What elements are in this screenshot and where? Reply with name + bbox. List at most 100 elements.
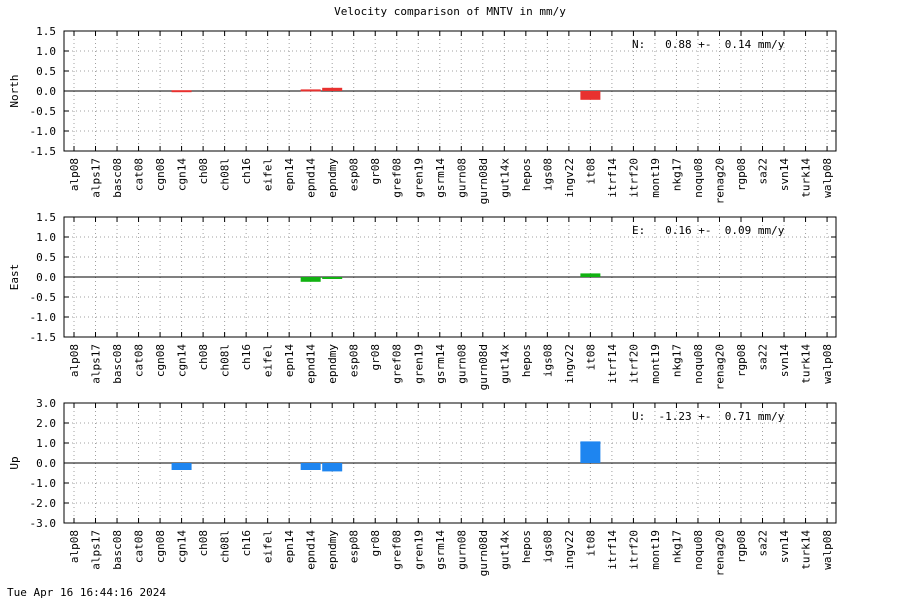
stats-annotation: U: -1.23 +- 0.71 mm/y xyxy=(632,410,785,423)
x-tick-label: ch08l xyxy=(219,344,232,377)
y-axis-label: Up xyxy=(8,456,21,469)
x-tick-label: gut14x xyxy=(498,530,511,570)
chart-title: Velocity comparison of MNTV in mm/y xyxy=(334,5,566,18)
bar-cgn14 xyxy=(171,90,192,93)
x-tick-label: gr08 xyxy=(369,530,382,557)
x-tick-label: eifel xyxy=(262,158,275,191)
plot-frame xyxy=(63,216,837,338)
x-tick-label: svn14 xyxy=(778,530,791,563)
plot-frame xyxy=(63,30,837,152)
panel-up: 3.0 2.0 1.0 0.0 -1.0 -2.0 -3.0 alp08 alps17 basc0… xyxy=(8,397,837,576)
y-tick-label: 0.5 xyxy=(36,65,56,78)
x-tick-label: epndmy xyxy=(326,530,339,570)
x-tick-label: gren19 xyxy=(412,158,425,198)
y-tick-label: 1.0 xyxy=(36,45,56,58)
x-tick-label: ch08 xyxy=(197,158,210,185)
y-tick-label: 1.0 xyxy=(36,437,56,450)
x-tick-label: svn14 xyxy=(778,344,791,377)
x-tick-label: renag20 xyxy=(713,530,726,576)
y-tick-label: 0.5 xyxy=(36,251,56,264)
bar-epnd14 xyxy=(300,277,321,282)
x-tick-label: gren19 xyxy=(412,344,425,384)
x-tick-label: gr08 xyxy=(369,344,382,371)
panel-east: 1.5 1.0 0.5 0.0 -0.5 -1.0 -1.5 alp08 alps17 basc0… xyxy=(8,211,837,390)
x-tick-label: gsrm14 xyxy=(434,530,447,570)
x-tick-label: alps17 xyxy=(90,344,103,384)
bar-it08 xyxy=(580,441,601,463)
x-tick-label: alp08 xyxy=(68,530,81,563)
x-tick-label: gurn08d xyxy=(477,530,490,576)
x-tick-label: noqu08 xyxy=(692,344,705,384)
x-tick-label: nkg17 xyxy=(670,158,683,191)
x-tick-label: gren19 xyxy=(412,530,425,570)
bar-epnd14 xyxy=(300,89,321,92)
x-tick-label: it08 xyxy=(584,158,597,185)
x-tick-label: igs08 xyxy=(541,158,554,191)
x-tick-label: cgn14 xyxy=(176,530,189,563)
x-tick-label: gref08 xyxy=(391,530,404,570)
x-tick-label: walp08 xyxy=(821,344,834,384)
x-tick-label: cgn14 xyxy=(176,344,189,377)
x-tick-label: svn14 xyxy=(778,158,791,191)
y-tick-label: -1.5 xyxy=(30,145,57,158)
x-tick-label: epndmy xyxy=(326,344,339,384)
x-tick-label: epn14 xyxy=(283,530,296,563)
x-tick-label: epnd14 xyxy=(305,158,318,198)
y-tick-label: -1.0 xyxy=(30,311,57,324)
x-tick-label: alps17 xyxy=(90,158,103,198)
x-tick-label: itrf20 xyxy=(627,158,640,198)
x-tick-label: mont19 xyxy=(649,530,662,570)
x-tick-label: esp08 xyxy=(348,530,361,563)
x-tick-label: gsrm14 xyxy=(434,344,447,384)
x-tick-label: mont19 xyxy=(649,344,662,384)
x-tick-label: gurn08 xyxy=(455,530,468,570)
x-tick-label: renag20 xyxy=(713,158,726,204)
bar-epnd14 xyxy=(300,463,321,470)
bar-cgn14 xyxy=(171,463,192,470)
y-tick-label: 3.0 xyxy=(36,397,56,410)
x-tick-label: ch08 xyxy=(197,344,210,371)
bar-epndmy xyxy=(322,463,343,472)
x-tick-label: it08 xyxy=(584,344,597,371)
x-tick-label: cat08 xyxy=(133,344,146,377)
x-tick-label: alp08 xyxy=(68,158,81,191)
x-tick-label: eifel xyxy=(262,344,275,377)
x-tick-label: itrf14 xyxy=(606,530,619,570)
x-tick-label: ch08l xyxy=(219,530,232,563)
x-tick-label: gref08 xyxy=(391,158,404,198)
x-tick-label: esp08 xyxy=(348,344,361,377)
x-tick-label: turk14 xyxy=(800,344,813,384)
x-tick-label: itrf20 xyxy=(627,344,640,384)
x-tick-label: ingv22 xyxy=(563,158,576,198)
x-tick-label: ch08l xyxy=(219,158,232,191)
x-tick-label: epn14 xyxy=(283,158,296,191)
x-tick-label: rgp08 xyxy=(735,530,748,563)
y-tick-label: 0.0 xyxy=(36,271,56,284)
x-tick-label: epnd14 xyxy=(305,344,318,384)
x-tick-label: itrf14 xyxy=(606,158,619,198)
timestamp-footer: Tue Apr 16 16:44:16 2024 xyxy=(7,586,166,599)
x-tick-label: noqu08 xyxy=(692,158,705,198)
x-tick-label: gut14x xyxy=(498,344,511,384)
x-tick-label: igs08 xyxy=(541,344,554,377)
y-tick-label: -2.0 xyxy=(30,497,57,510)
x-tick-label: epnd14 xyxy=(305,530,318,570)
x-tick-label: gref08 xyxy=(391,344,404,384)
stats-annotation: N: 0.88 +- 0.14 mm/y xyxy=(632,38,785,51)
x-tick-label: cgn08 xyxy=(154,530,167,563)
panel-north: 1.5 1.0 0.5 0.0 -0.5 -1.0 -1.5 alp08 alps17 basc0… xyxy=(8,25,837,204)
x-tick-label: turk14 xyxy=(800,530,813,570)
x-tick-label: rgp08 xyxy=(735,158,748,191)
x-tick-label: rgp08 xyxy=(735,344,748,377)
y-tick-label: -1.5 xyxy=(30,331,57,344)
x-tick-label: hepos xyxy=(520,530,533,563)
y-tick-label: -1.0 xyxy=(30,125,57,138)
x-tick-label: gurn08d xyxy=(477,344,490,390)
y-tick-label: -0.5 xyxy=(30,291,57,304)
x-tick-label: gurn08d xyxy=(477,158,490,204)
x-tick-label: epndmy xyxy=(326,158,339,198)
x-tick-label: ingv22 xyxy=(563,344,576,384)
x-tick-label: igs08 xyxy=(541,530,554,563)
x-tick-label: gsrm14 xyxy=(434,158,447,198)
